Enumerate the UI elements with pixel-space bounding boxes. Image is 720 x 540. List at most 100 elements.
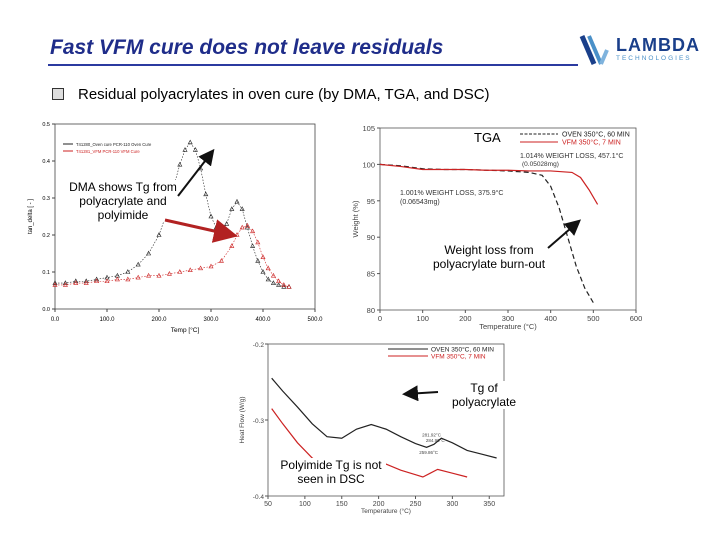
data-point (265, 276, 271, 282)
x-axis-label: Temp [°C] (171, 326, 200, 334)
x-tick-label: 500.0 (307, 317, 323, 323)
tga-chart: 0 100 200 300 400 500 600 80 85 90 95 100 105 Tempera… (351, 124, 643, 331)
y-tick-label: 100 (362, 160, 375, 169)
x-tick-label: 0 (378, 314, 382, 323)
dsc-note: Polyimide Tg is not seen in DSC (276, 458, 386, 486)
dma-note-line: DMA shows Tg from (69, 180, 177, 194)
y-tick-label: 0.3 (42, 196, 50, 202)
x-tick-label: 100 (416, 314, 429, 323)
bullet-text: Residual polyacrylates in oven cure (by … (78, 86, 490, 103)
data-point (156, 232, 162, 237)
data-point (260, 254, 266, 259)
y-axis-label: Weight (%) (351, 200, 360, 237)
data-point (255, 258, 261, 263)
data-point (187, 139, 193, 145)
x-axis-label: Temperature (°C) (361, 507, 411, 515)
y-tick-label: 85 (367, 270, 375, 279)
y-tick-label: 0.2 (42, 233, 50, 239)
data-point (203, 191, 209, 197)
x-tick-label: 100.0 (99, 317, 115, 323)
slide-title: Fast VFM cure does not leave residuals (50, 36, 444, 59)
data-point (250, 228, 256, 234)
data-label: 1.014% WEIGHT LOSS, 457.1°C (520, 152, 623, 160)
data-point (62, 280, 68, 285)
title-underline (48, 64, 578, 66)
x-tick-label: 0.0 (51, 317, 60, 323)
data-point (198, 265, 204, 271)
x-tick-label: 250 (410, 501, 422, 508)
y-tick-label: 80 (367, 306, 375, 315)
y-tick-label: -0.3 (253, 418, 265, 425)
data-point (94, 276, 100, 282)
data-point (146, 272, 152, 278)
data-point (229, 206, 235, 211)
x-tick-label: 400 (544, 314, 557, 323)
data-point (73, 278, 79, 284)
data-point (208, 263, 214, 269)
y-axis-label: tan_delta [ - ] (28, 199, 34, 234)
data-label: (0.06543mg) (400, 199, 440, 206)
y-tick-label: 95 (367, 197, 375, 206)
data-point (265, 265, 271, 271)
y-tick-label: 105 (362, 124, 375, 133)
data-point (239, 224, 245, 230)
legend-entry: T41281_VFM PCR-110 VFM Cure (76, 149, 140, 154)
lambda-logo-icon (579, 35, 609, 65)
data-point (166, 271, 172, 276)
data-point (276, 278, 282, 284)
weightloss-note: Weight loss from polyacrylate burn-out (426, 243, 552, 271)
data-point (234, 198, 240, 204)
x-tick-label: 600 (630, 314, 643, 323)
bullet-square-icon (52, 88, 64, 100)
tga-label: TGA (474, 130, 501, 145)
logo-name: LAMBDA (616, 35, 700, 55)
y-tick-label: 0.5 (42, 122, 50, 128)
plot-frame (379, 127, 637, 311)
series-line (55, 225, 290, 288)
legend-entry: VFM 350°C, 7 MIN (562, 139, 621, 147)
series-line (271, 377, 497, 459)
tg-arrow (402, 385, 439, 402)
data-point (244, 222, 250, 228)
dma-arrow-black (177, 148, 215, 197)
data-point (125, 276, 131, 282)
dsc-note-line: seen in DSC (297, 472, 365, 486)
x-tick-label: 200 (459, 314, 472, 323)
series-line (379, 163, 599, 205)
data-point (73, 280, 79, 285)
data-point (208, 213, 214, 219)
x-axis-label: Temperature (°C) (479, 322, 537, 331)
data-point (281, 282, 287, 287)
data-point (156, 272, 162, 278)
tg-note-line: Tg of (470, 381, 498, 395)
data-point (83, 280, 89, 285)
y-tick-label: -0.2 (253, 342, 265, 349)
weightloss-note-line: polyacrylate burn-out (432, 257, 546, 271)
y-tick-label: 0.0 (42, 307, 50, 313)
data-label: 259.86°C (419, 450, 439, 455)
dma-note-line: polyimide (97, 208, 149, 222)
x-tick-label: 400.0 (255, 317, 271, 323)
data-point (250, 243, 256, 248)
data-point (182, 147, 188, 152)
data-point (187, 267, 193, 272)
weightloss-note-line: Weight loss from (444, 243, 534, 257)
weightloss-arrow (547, 219, 582, 249)
data-point (255, 239, 261, 245)
x-tick-label: 300.0 (203, 317, 219, 323)
data-point (286, 283, 292, 289)
data-label: 284.90°C (426, 438, 446, 443)
data-point (52, 282, 58, 287)
data-point (192, 147, 198, 152)
data-point (276, 282, 282, 287)
x-tick-label: 200 (373, 501, 385, 508)
series-line (55, 141, 289, 288)
data-point (260, 269, 266, 274)
data-point (125, 269, 131, 274)
data-point (114, 276, 120, 282)
tg-polyacrylate-note: Tg of polyacrylate (442, 381, 526, 409)
legend-entry: T41280_Oven cure PCR-110 Oven Cure (76, 142, 152, 147)
data-point (218, 258, 224, 263)
data-point (239, 206, 245, 211)
